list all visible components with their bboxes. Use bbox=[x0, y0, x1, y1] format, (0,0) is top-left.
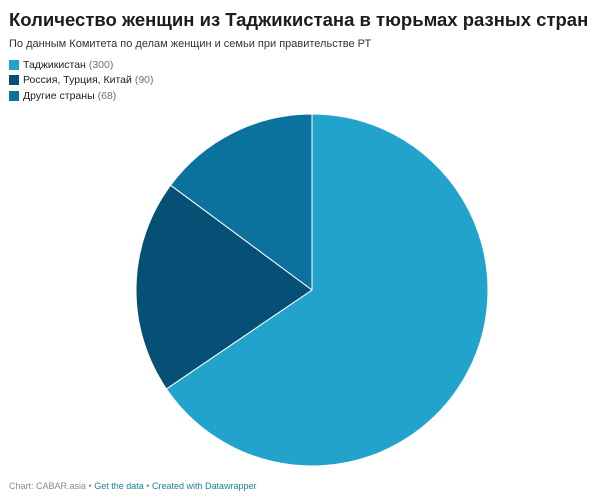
pie-slice-1 bbox=[165, 113, 489, 467]
legend-item-tajikistan: Таджикистан (300) bbox=[9, 57, 154, 73]
footer-source: Chart: CABAR.asia bbox=[9, 481, 87, 491]
footer-separator: • bbox=[88, 481, 92, 491]
legend-count: (90) bbox=[134, 74, 154, 87]
chart-subtitle: По данным Комитета по делам женщин и сем… bbox=[9, 38, 372, 50]
legend-swatch bbox=[9, 59, 19, 70]
footer-separator: • bbox=[146, 481, 150, 491]
chart-title: Количество женщин из Таджикистана в тюрь… bbox=[9, 9, 589, 30]
get-the-data-link[interactable]: Get the data bbox=[94, 481, 144, 491]
legend-count: (300) bbox=[88, 58, 114, 71]
legend-swatch bbox=[9, 90, 19, 101]
pie-slice-3 bbox=[170, 113, 313, 291]
footer: Chart: CABAR.asia • Get the data • Creat… bbox=[9, 481, 257, 491]
legend-count: (68) bbox=[97, 89, 117, 102]
legend-label: Россия, Турция, Китай bbox=[23, 74, 132, 87]
legend-label: Другие страны bbox=[23, 89, 95, 102]
legend-label: Таджикистан bbox=[23, 58, 86, 71]
datawrapper-link[interactable]: Created with Datawrapper bbox=[151, 481, 257, 491]
legend-item-russia-turkey-china: Россия, Турция, Китай (90) bbox=[9, 73, 154, 89]
legend-swatch bbox=[9, 75, 19, 86]
pie-slice-2 bbox=[135, 184, 313, 390]
legend: Таджикистан (300) Россия, Турция, Китай … bbox=[9, 57, 154, 104]
legend-item-other-countries: Другие страны (68) bbox=[9, 88, 154, 104]
